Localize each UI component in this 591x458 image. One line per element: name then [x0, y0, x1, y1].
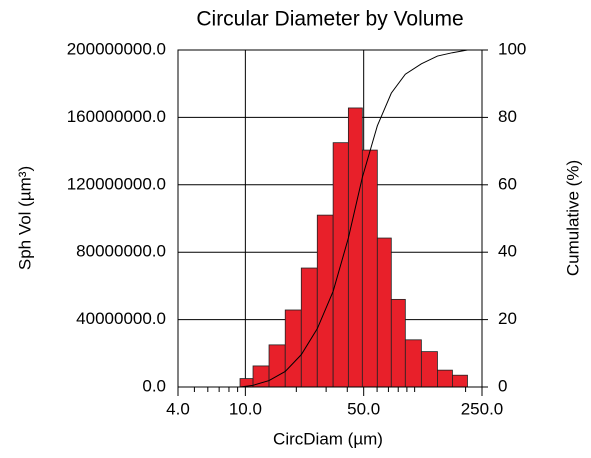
y2-tick-label: 20 — [498, 309, 517, 328]
y-axis-title: Sph Vol (µm³) — [15, 166, 34, 270]
bar — [404, 339, 422, 388]
bar — [361, 149, 378, 388]
bar — [268, 344, 286, 388]
x-tick-label: 4.0 — [166, 399, 190, 418]
y2-tick-label: 100 — [498, 39, 526, 58]
bar — [420, 351, 438, 388]
y2-tick-label: 60 — [498, 174, 517, 193]
bar — [437, 369, 453, 388]
bar — [300, 267, 318, 388]
x-tick-label: 50.0 — [347, 399, 380, 418]
y-tick-label: 80000000.0 — [76, 242, 166, 261]
x-axis-title: CircDiam (µm) — [273, 429, 383, 448]
bar — [376, 237, 392, 388]
cumulative-line — [239, 49, 468, 388]
bar — [252, 365, 270, 388]
bar — [390, 298, 406, 388]
x-tick-label: 250.0 — [461, 399, 504, 418]
y2-tick-label: 0 — [498, 376, 507, 395]
y-tick-label: 200000000.0 — [67, 39, 166, 58]
bar — [284, 309, 302, 388]
bar — [316, 214, 334, 388]
y-tick-label: 120000000.0 — [67, 174, 166, 193]
chart-title: Circular Diameter by Volume — [196, 8, 463, 31]
y-tick-label: 40000000.0 — [76, 309, 166, 328]
y2-tick-label: 40 — [498, 242, 517, 261]
y-tick-label: 160000000.0 — [67, 107, 166, 126]
bar — [452, 374, 468, 388]
plot-frame — [177, 49, 483, 388]
y2-tick-label: 80 — [498, 107, 517, 126]
y2-axis-title: Cumulative (%) — [563, 160, 582, 276]
y-tick-label: 0.0 — [142, 376, 166, 395]
x-tick-label: 10.0 — [229, 399, 262, 418]
bar — [347, 107, 363, 388]
